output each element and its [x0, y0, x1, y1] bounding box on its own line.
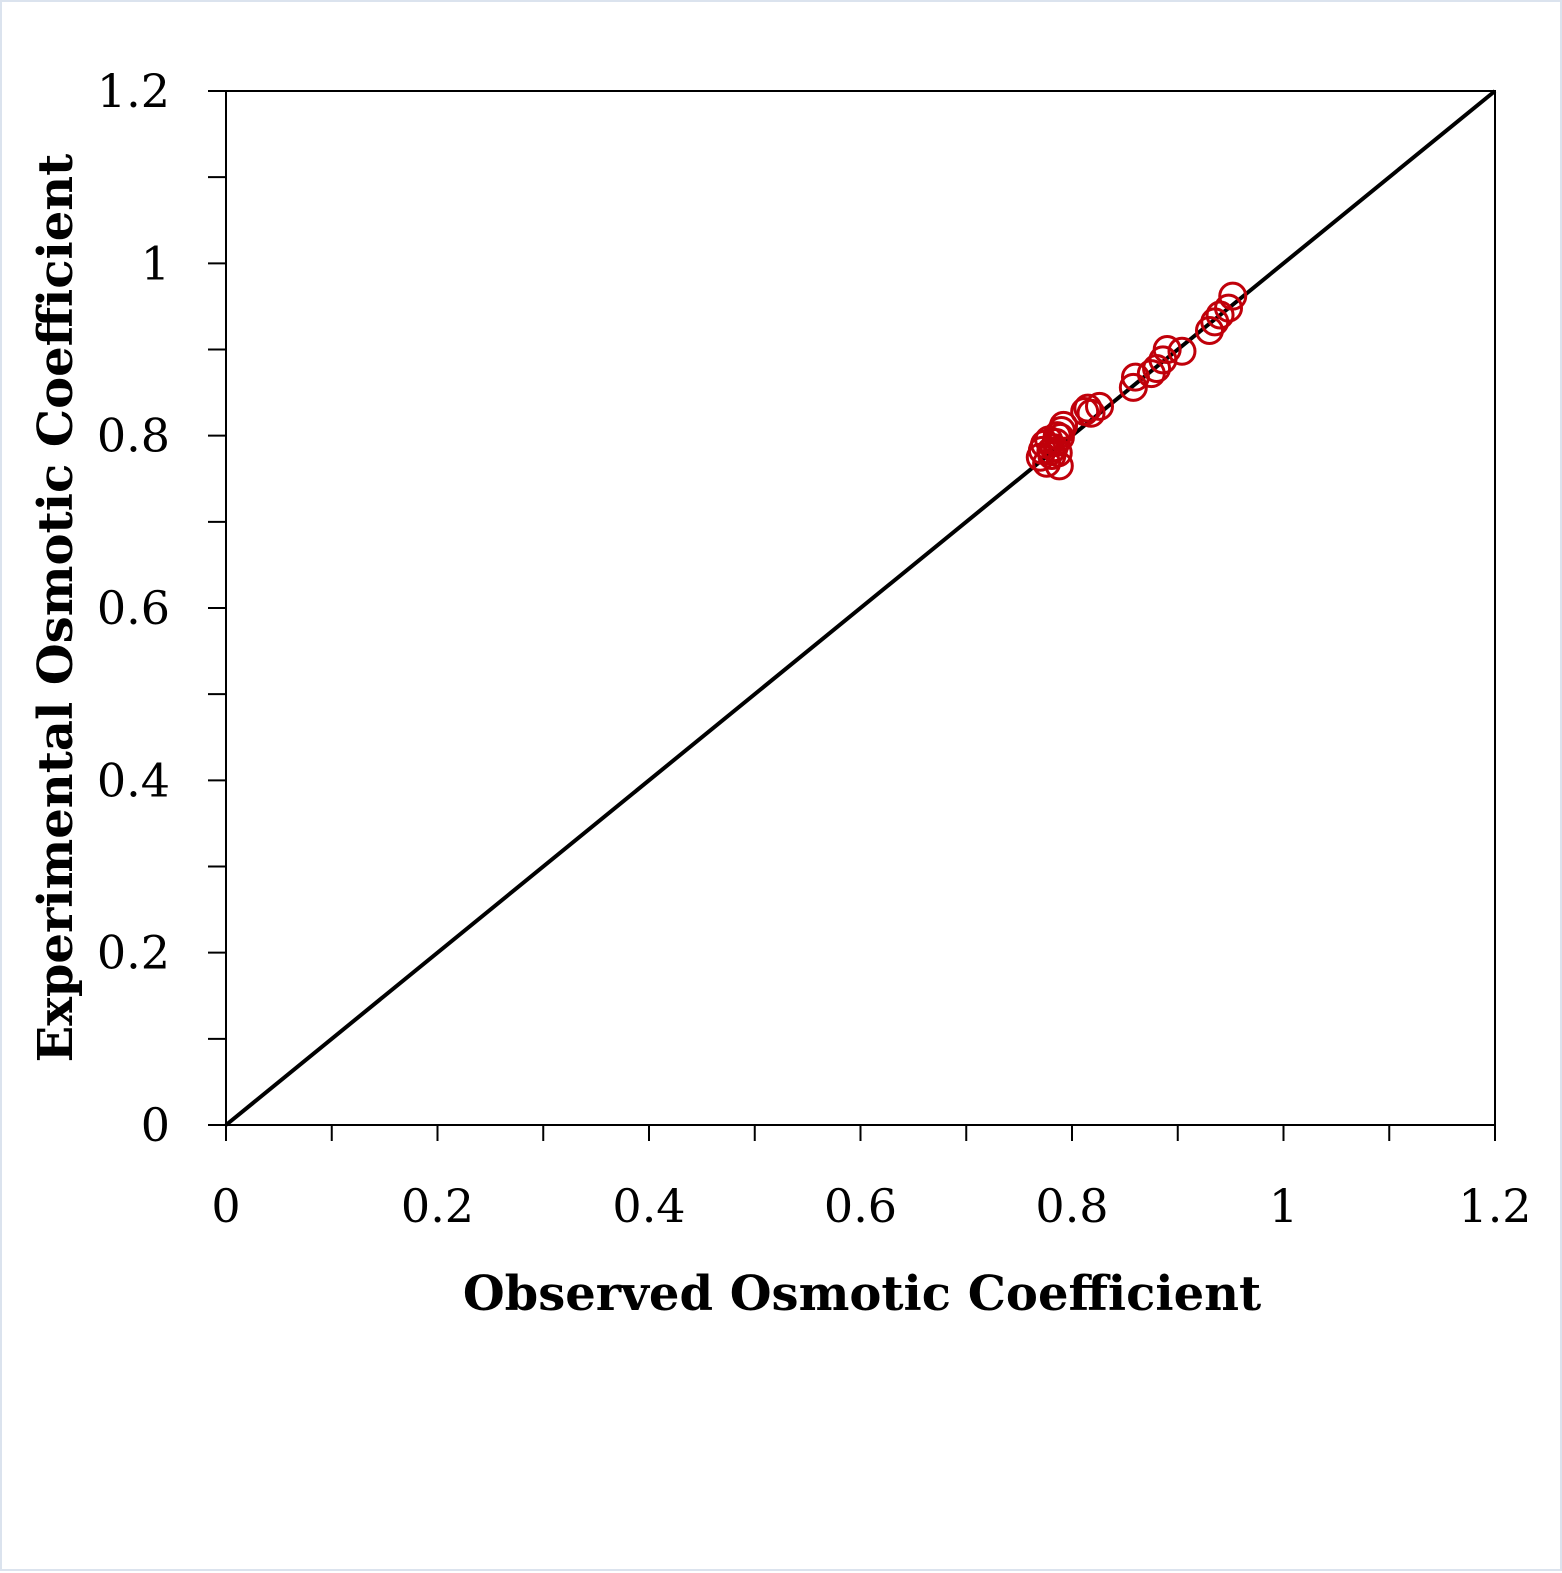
y-tick-label: 0	[141, 1098, 170, 1152]
data-point	[1084, 391, 1114, 421]
reference-line	[224, 89, 1497, 1127]
y-tick-label: 1.2	[97, 64, 170, 118]
data-point	[1076, 398, 1106, 428]
data-point	[1118, 372, 1148, 402]
x-tick-label: 0.6	[824, 1179, 897, 1233]
data-point	[1043, 438, 1073, 468]
data-point	[1218, 281, 1248, 311]
data-point	[1152, 335, 1182, 364]
y-tick-label: 0.8	[97, 409, 170, 463]
x-tick-label: 0.8	[1035, 1179, 1108, 1233]
data-point	[1073, 393, 1103, 423]
y-tick-label: 0.2	[97, 926, 170, 980]
data-point	[1167, 336, 1197, 366]
y-axis-title: Experimental Osmotic Coefficient	[28, 154, 84, 1063]
x-axis-title: Observed Osmotic Coefficient	[463, 1266, 1261, 1322]
x-tick-label: 1	[1269, 1179, 1298, 1233]
x-tick-label: 1.2	[1458, 1179, 1531, 1233]
x-tick-label: 0.2	[401, 1179, 474, 1233]
x-tick-label: 0	[211, 1179, 240, 1233]
data-point	[1214, 293, 1244, 323]
data-point	[1049, 410, 1079, 440]
x-tick-label: 0.4	[612, 1179, 685, 1233]
y-tick-label: 1	[141, 236, 170, 290]
y-tick-label: 0.4	[97, 753, 170, 807]
data-point	[1044, 451, 1074, 481]
data-point	[1200, 307, 1230, 337]
y-tick-label: 0.6	[97, 581, 170, 635]
